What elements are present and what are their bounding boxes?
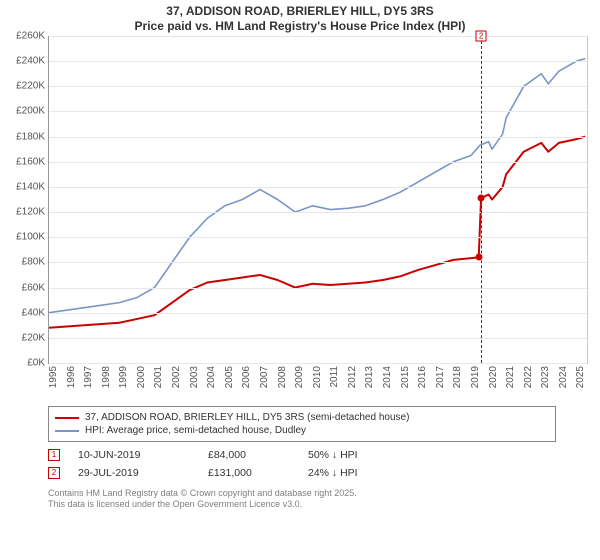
y-tick-label: £0K xyxy=(5,358,49,369)
x-tick-label: 2007 xyxy=(259,366,270,388)
x-tick-label: 2009 xyxy=(294,366,305,388)
x-tick-label: 2018 xyxy=(452,366,463,388)
x-tick-label: 2016 xyxy=(417,366,428,388)
x-tick-label: 1998 xyxy=(101,366,112,388)
legend-item: 37, ADDISON ROAD, BRIERLEY HILL, DY5 3RS… xyxy=(55,411,549,424)
transaction-price: £131,000 xyxy=(208,467,308,479)
transaction-marker: 1 xyxy=(48,449,60,461)
x-tick-label: 2004 xyxy=(206,366,217,388)
x-tick-label: 2013 xyxy=(364,366,375,388)
transaction-row: 1 10-JUN-2019£84,00050% ↓ HPI xyxy=(48,446,556,464)
y-tick-label: £100K xyxy=(5,232,49,243)
y-gridline xyxy=(49,338,587,339)
transaction-delta: 24% ↓ HPI xyxy=(308,467,428,479)
x-tick-label: 2005 xyxy=(224,366,235,388)
x-tick-label: 2025 xyxy=(575,366,586,388)
series-line-hpi xyxy=(49,59,585,313)
legend-label: HPI: Average price, semi-detached house,… xyxy=(85,425,306,436)
y-gridline xyxy=(49,162,587,163)
legend: 37, ADDISON ROAD, BRIERLEY HILL, DY5 3RS… xyxy=(48,406,556,442)
y-gridline xyxy=(49,212,587,213)
chart-area: £0K£20K£40K£60K£80K£100K£120K£140K£160K£… xyxy=(48,36,588,396)
x-tick-label: 2014 xyxy=(382,366,393,388)
transaction-marker: 2 xyxy=(48,467,60,479)
legend-swatch xyxy=(55,417,79,419)
x-tick-label: 2015 xyxy=(400,366,411,388)
event-dot xyxy=(478,195,485,202)
legend-item: HPI: Average price, semi-detached house,… xyxy=(55,424,549,437)
x-tick-label: 2003 xyxy=(189,366,200,388)
x-tick-label: 2019 xyxy=(470,366,481,388)
x-tick-label: 2006 xyxy=(241,366,252,388)
x-tick-label: 2022 xyxy=(523,366,534,388)
chart-title-line-1: 37, ADDISON ROAD, BRIERLEY HILL, DY5 3RS xyxy=(0,4,600,19)
y-gridline xyxy=(49,61,587,62)
y-gridline xyxy=(49,36,587,37)
x-tick-label: 2010 xyxy=(312,366,323,388)
transaction-row: 2 29-JUL-2019£131,00024% ↓ HPI xyxy=(48,464,556,482)
x-tick-label: 1999 xyxy=(118,366,129,388)
chart-title-block: 37, ADDISON ROAD, BRIERLEY HILL, DY5 3RS… xyxy=(0,0,600,36)
y-gridline xyxy=(49,137,587,138)
y-gridline xyxy=(49,86,587,87)
y-tick-label: £180K xyxy=(5,131,49,142)
y-gridline xyxy=(49,111,587,112)
y-tick-label: £240K xyxy=(5,56,49,67)
x-tick-label: 1997 xyxy=(83,366,94,388)
y-tick-label: £200K xyxy=(5,106,49,117)
transaction-delta: 50% ↓ HPI xyxy=(308,449,428,461)
x-tick-label: 2012 xyxy=(347,366,358,388)
x-axis-ticks: 1995 1996 1997 1998 1999 2000 2001 2002 2003 2004… xyxy=(48,364,588,396)
y-tick-label: £20K xyxy=(5,332,49,343)
event-marker-label: 2 xyxy=(476,31,487,42)
legend-swatch xyxy=(55,430,79,432)
y-tick-label: £60K xyxy=(5,282,49,293)
x-tick-label: 1995 xyxy=(48,366,59,388)
y-tick-label: £260K xyxy=(5,31,49,42)
transaction-date: 10-JUN-2019 xyxy=(78,449,208,461)
y-tick-label: £40K xyxy=(5,307,49,318)
x-tick-label: 2023 xyxy=(540,366,551,388)
x-tick-label: 2017 xyxy=(435,366,446,388)
footer-line-2: This data is licensed under the Open Gov… xyxy=(48,499,556,510)
transaction-table: 1 10-JUN-2019£84,00050% ↓ HPI 2 29-JUL-2019… xyxy=(48,446,556,482)
x-tick-label: 2011 xyxy=(329,366,340,388)
transaction-date: 29-JUL-2019 xyxy=(78,467,208,479)
transaction-price: £84,000 xyxy=(208,449,308,461)
y-tick-label: £220K xyxy=(5,81,49,92)
y-tick-label: £120K xyxy=(5,207,49,218)
chart-series-svg xyxy=(49,36,587,363)
x-tick-label: 2024 xyxy=(558,366,569,388)
y-tick-label: £160K xyxy=(5,156,49,167)
x-tick-label: 2020 xyxy=(488,366,499,388)
y-gridline xyxy=(49,313,587,314)
y-gridline xyxy=(49,187,587,188)
x-tick-label: 1996 xyxy=(66,366,77,388)
x-tick-label: 2001 xyxy=(153,366,164,388)
x-tick-label: 2002 xyxy=(171,366,182,388)
y-gridline xyxy=(49,237,587,238)
y-tick-label: £140K xyxy=(5,181,49,192)
legend-label: 37, ADDISON ROAD, BRIERLEY HILL, DY5 3RS… xyxy=(85,412,409,423)
x-tick-label: 2021 xyxy=(505,366,516,388)
chart-plot: £0K£20K£40K£60K£80K£100K£120K£140K£160K£… xyxy=(48,36,588,364)
footer-line-1: Contains HM Land Registry data © Crown c… xyxy=(48,488,556,499)
x-tick-label: 2000 xyxy=(136,366,147,388)
chart-title-line-2: Price paid vs. HM Land Registry's House … xyxy=(0,19,600,34)
footer-attribution: Contains HM Land Registry data © Crown c… xyxy=(48,488,556,511)
y-gridline xyxy=(49,262,587,263)
x-tick-label: 2008 xyxy=(277,366,288,388)
y-tick-label: £80K xyxy=(5,257,49,268)
y-gridline xyxy=(49,288,587,289)
